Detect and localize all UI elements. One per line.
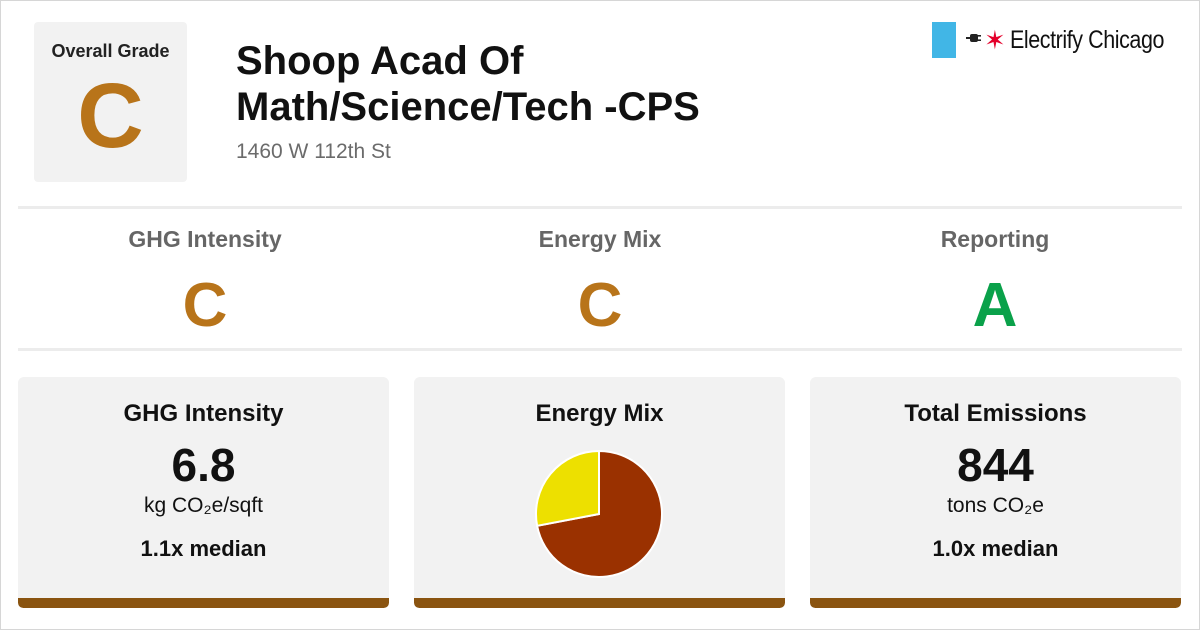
card-accent-bar bbox=[18, 598, 389, 608]
total-emissions-value: 844 bbox=[957, 439, 1034, 491]
subgrade-energy-mix: Energy Mix C bbox=[420, 226, 780, 337]
total-emissions-median: 1.0x median bbox=[932, 536, 1059, 561]
brand-name: Electrify Chicago bbox=[1009, 25, 1164, 54]
overall-grade-box: Overall Grade C bbox=[34, 22, 187, 182]
card-title: Total Emissions bbox=[904, 400, 1087, 427]
energy-mix-pie-chart bbox=[534, 449, 664, 579]
pie-svg bbox=[535, 449, 663, 578]
overall-grade-label: Overall Grade bbox=[51, 41, 170, 61]
ghg-intensity-median: 1.1x median bbox=[140, 536, 267, 561]
ghg-intensity-unit: kg CO₂e/sqft bbox=[143, 494, 264, 517]
subgrade-letter: C bbox=[182, 271, 228, 340]
divider bbox=[18, 206, 1182, 209]
subgrade-letter: A bbox=[972, 271, 1018, 340]
building-address: 1460 W 112th St bbox=[236, 140, 391, 163]
card-accent-bar bbox=[810, 598, 1181, 608]
subgrade-letter: C bbox=[577, 271, 623, 340]
building-name: Shoop Acad Of Math/Science/Tech -CPS bbox=[236, 39, 700, 129]
subgrade-ghg: GHG Intensity C bbox=[25, 226, 385, 337]
subgrade-label: Energy Mix bbox=[538, 226, 662, 252]
card-title: Energy Mix bbox=[535, 400, 664, 427]
chicago-flag-icon bbox=[932, 22, 956, 58]
total-emissions-card: Total Emissions 844 tons CO₂e 1.0x media… bbox=[810, 377, 1181, 608]
card-accent-bar bbox=[414, 598, 785, 608]
total-emissions-unit: tons CO₂e bbox=[947, 494, 1044, 517]
overall-grade-letter: C bbox=[77, 65, 144, 167]
subgrade-label: GHG Intensity bbox=[128, 226, 282, 252]
brand-logo[interactable]: ✶ Electrify Chicago bbox=[932, 22, 1189, 58]
energy-mix-card: Energy Mix bbox=[414, 377, 785, 608]
pie-slice-1 bbox=[535, 449, 600, 527]
plug-icon bbox=[964, 31, 982, 49]
subgrade-label: Reporting bbox=[940, 226, 1050, 252]
divider bbox=[18, 348, 1182, 351]
ghg-intensity-value: 6.8 bbox=[171, 439, 236, 491]
card-title: GHG Intensity bbox=[123, 400, 284, 427]
subgrade-reporting: Reporting A bbox=[815, 226, 1175, 337]
ghg-intensity-card: GHG Intensity 6.8 kg CO₂e/sqft 1.1x medi… bbox=[18, 377, 389, 608]
star-icon: ✶ bbox=[984, 25, 1006, 55]
